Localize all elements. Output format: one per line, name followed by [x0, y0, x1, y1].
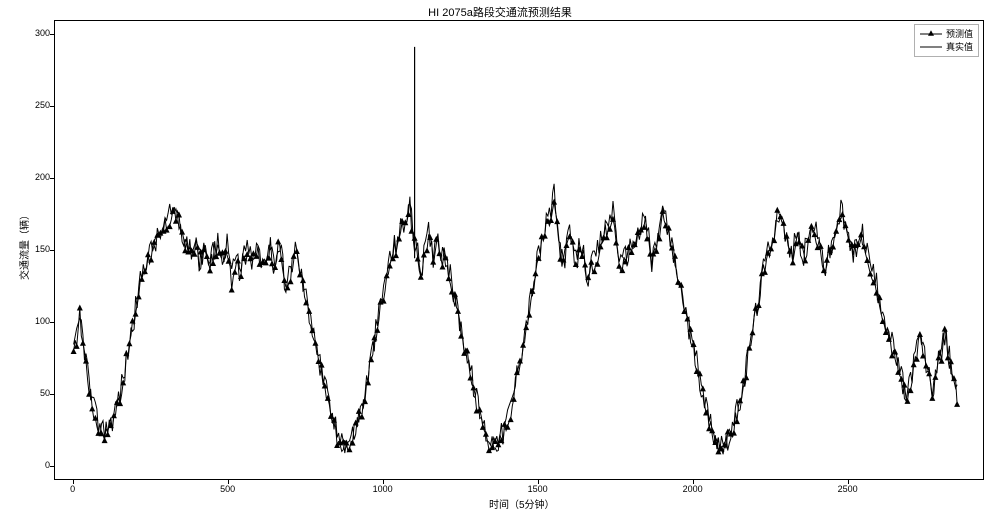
x-tick-mark: [73, 480, 74, 484]
chart-svg: [55, 21, 985, 481]
y-tick-label: 250: [22, 100, 50, 110]
y-tick-mark: [50, 394, 54, 395]
legend-entry-predicted: 预测值: [920, 28, 973, 41]
chart-title: HI 2075a路段交通流预测结果: [0, 4, 1000, 20]
y-tick-label: 200: [22, 172, 50, 182]
y-tick-mark: [50, 466, 54, 467]
y-tick-label: 50: [22, 388, 50, 398]
legend-label-actual: 真实值: [946, 41, 973, 54]
y-tick-label: 300: [22, 28, 50, 38]
legend: 预测值 真实值: [914, 24, 979, 57]
y-tick-mark: [50, 34, 54, 35]
legend-label-predicted: 预测值: [946, 28, 973, 41]
x-tick-mark: [538, 480, 539, 484]
x-tick-label: 500: [220, 484, 235, 494]
y-tick-mark: [50, 250, 54, 251]
plot-area: 预测值 真实值: [54, 20, 984, 480]
y-tick-label: 100: [22, 316, 50, 326]
x-tick-label: 1500: [528, 484, 548, 494]
y-tick-mark: [50, 106, 54, 107]
x-tick-mark: [848, 480, 849, 484]
x-axis-label: 时间（5分钟）: [489, 496, 555, 511]
x-tick-mark: [693, 480, 694, 484]
x-tick-label: 2000: [683, 484, 703, 494]
x-tick-mark: [228, 480, 229, 484]
legend-sample-actual: [920, 42, 942, 52]
y-tick-label: 150: [22, 244, 50, 254]
figure: HI 2075a路段交通流预测结果 预测值 真实值 交通流量（辆） 时: [0, 0, 1000, 510]
series-predicted-markers: [71, 199, 961, 455]
x-tick-label: 1000: [373, 484, 393, 494]
x-tick-label: 0: [70, 484, 75, 494]
legend-entry-actual: 真实值: [920, 41, 973, 54]
x-tick-mark: [383, 480, 384, 484]
y-tick-mark: [50, 322, 54, 323]
series-predicted: [74, 197, 958, 455]
y-tick-label: 0: [22, 460, 50, 470]
x-tick-label: 2500: [838, 484, 858, 494]
series-actual: [74, 184, 958, 452]
y-tick-mark: [50, 178, 54, 179]
legend-sample-predicted: [920, 29, 942, 39]
triangle-icon: [927, 28, 934, 41]
